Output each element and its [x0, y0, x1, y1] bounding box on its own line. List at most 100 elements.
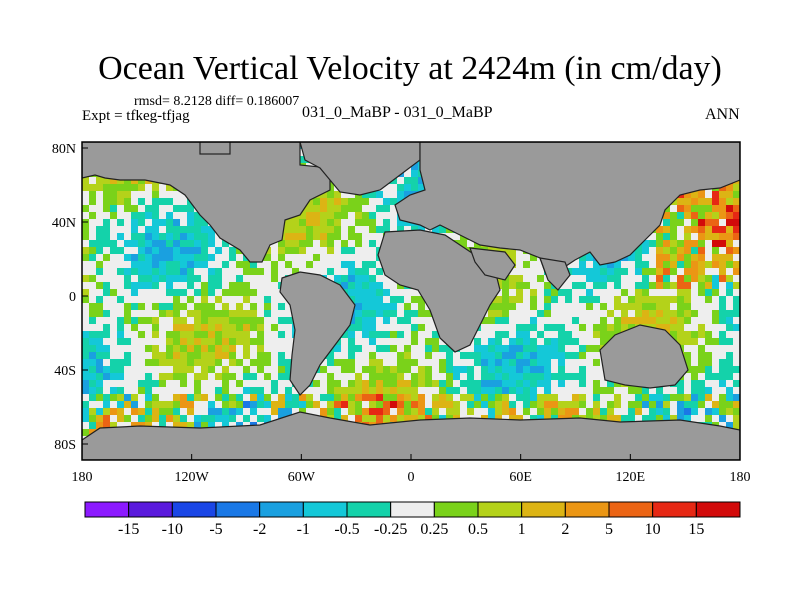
field-cell — [649, 233, 657, 241]
field-cell — [320, 401, 328, 409]
field-cell — [327, 247, 335, 255]
field-cell — [397, 331, 405, 339]
field-cell — [236, 359, 244, 367]
field-cell — [229, 394, 237, 402]
field-cell — [278, 296, 286, 304]
field-cell — [383, 205, 391, 213]
field-cell — [264, 303, 272, 311]
field-cell — [677, 240, 685, 248]
field-cell — [607, 394, 615, 402]
field-cell — [89, 184, 97, 192]
field-cell — [271, 303, 279, 311]
field-cell — [439, 359, 447, 367]
field-cell — [369, 359, 377, 367]
field-cell — [341, 282, 349, 290]
field-cell — [117, 394, 125, 402]
field-cell — [691, 275, 699, 283]
field-cell — [159, 289, 167, 297]
field-cell — [586, 401, 594, 409]
field-cell — [376, 296, 384, 304]
field-cell — [488, 401, 496, 409]
field-cell — [614, 289, 622, 297]
field-cell — [201, 366, 209, 374]
field-cell — [194, 310, 202, 318]
field-cell — [432, 401, 440, 409]
field-cell — [551, 296, 559, 304]
field-cell — [257, 261, 265, 269]
field-cell — [712, 254, 720, 262]
field-cell — [474, 331, 482, 339]
field-cell — [159, 422, 167, 430]
field-cell — [698, 317, 706, 325]
field-cell — [341, 226, 349, 234]
field-cell — [215, 282, 223, 290]
field-cell — [201, 352, 209, 360]
field-cell — [124, 408, 132, 416]
field-cell — [243, 415, 251, 423]
field-cell — [579, 359, 587, 367]
field-cell — [446, 380, 454, 388]
field-cell — [572, 387, 580, 395]
field-cell — [348, 380, 356, 388]
field-cell — [250, 310, 258, 318]
field-cell — [726, 331, 734, 339]
field-cell — [586, 359, 594, 367]
field-cell — [390, 184, 398, 192]
field-cell — [180, 338, 188, 346]
field-cell — [537, 296, 545, 304]
field-cell — [82, 345, 90, 353]
lon-tick-label: 180 — [730, 470, 751, 485]
field-cell — [565, 338, 573, 346]
field-cell — [250, 352, 258, 360]
field-cell — [691, 324, 699, 332]
field-cell — [103, 345, 111, 353]
field-cell — [712, 289, 720, 297]
field-cell — [89, 331, 97, 339]
field-cell — [103, 331, 111, 339]
field-cell — [670, 408, 678, 416]
field-cell — [579, 345, 587, 353]
field-cell — [733, 268, 740, 276]
field-cell — [593, 331, 601, 339]
field-cell — [684, 338, 692, 346]
field-cell — [250, 380, 258, 388]
field-cell — [544, 303, 552, 311]
field-cell — [404, 401, 412, 409]
field-cell — [362, 338, 370, 346]
field-cell — [670, 247, 678, 255]
field-cell — [173, 261, 181, 269]
field-cell — [117, 219, 125, 227]
field-cell — [369, 380, 377, 388]
field-cell — [355, 338, 363, 346]
field-cell — [488, 303, 496, 311]
field-cell — [292, 233, 300, 241]
field-cell — [495, 352, 503, 360]
field-cell — [124, 303, 132, 311]
field-cell — [194, 408, 202, 416]
field-cell — [271, 373, 279, 381]
field-cell — [418, 394, 426, 402]
field-cell — [131, 198, 139, 206]
field-cell — [369, 205, 377, 213]
field-cell — [117, 303, 125, 311]
field-cell — [110, 226, 118, 234]
field-cell — [453, 352, 461, 360]
field-cell — [138, 205, 146, 213]
field-cell — [110, 366, 118, 374]
field-cell — [558, 338, 566, 346]
field-cell — [264, 275, 272, 283]
field-cell — [250, 373, 258, 381]
field-cell — [159, 394, 167, 402]
field-cell — [733, 338, 740, 346]
field-cell — [222, 240, 230, 248]
field-cell — [243, 387, 251, 395]
field-cell — [376, 345, 384, 353]
field-cell — [635, 401, 643, 409]
field-cell — [467, 401, 475, 409]
field-cell — [404, 345, 412, 353]
field-cell — [355, 310, 363, 318]
field-cell — [96, 254, 104, 262]
field-cell — [635, 408, 643, 416]
field-cell — [411, 366, 419, 374]
field-cell — [733, 373, 740, 381]
